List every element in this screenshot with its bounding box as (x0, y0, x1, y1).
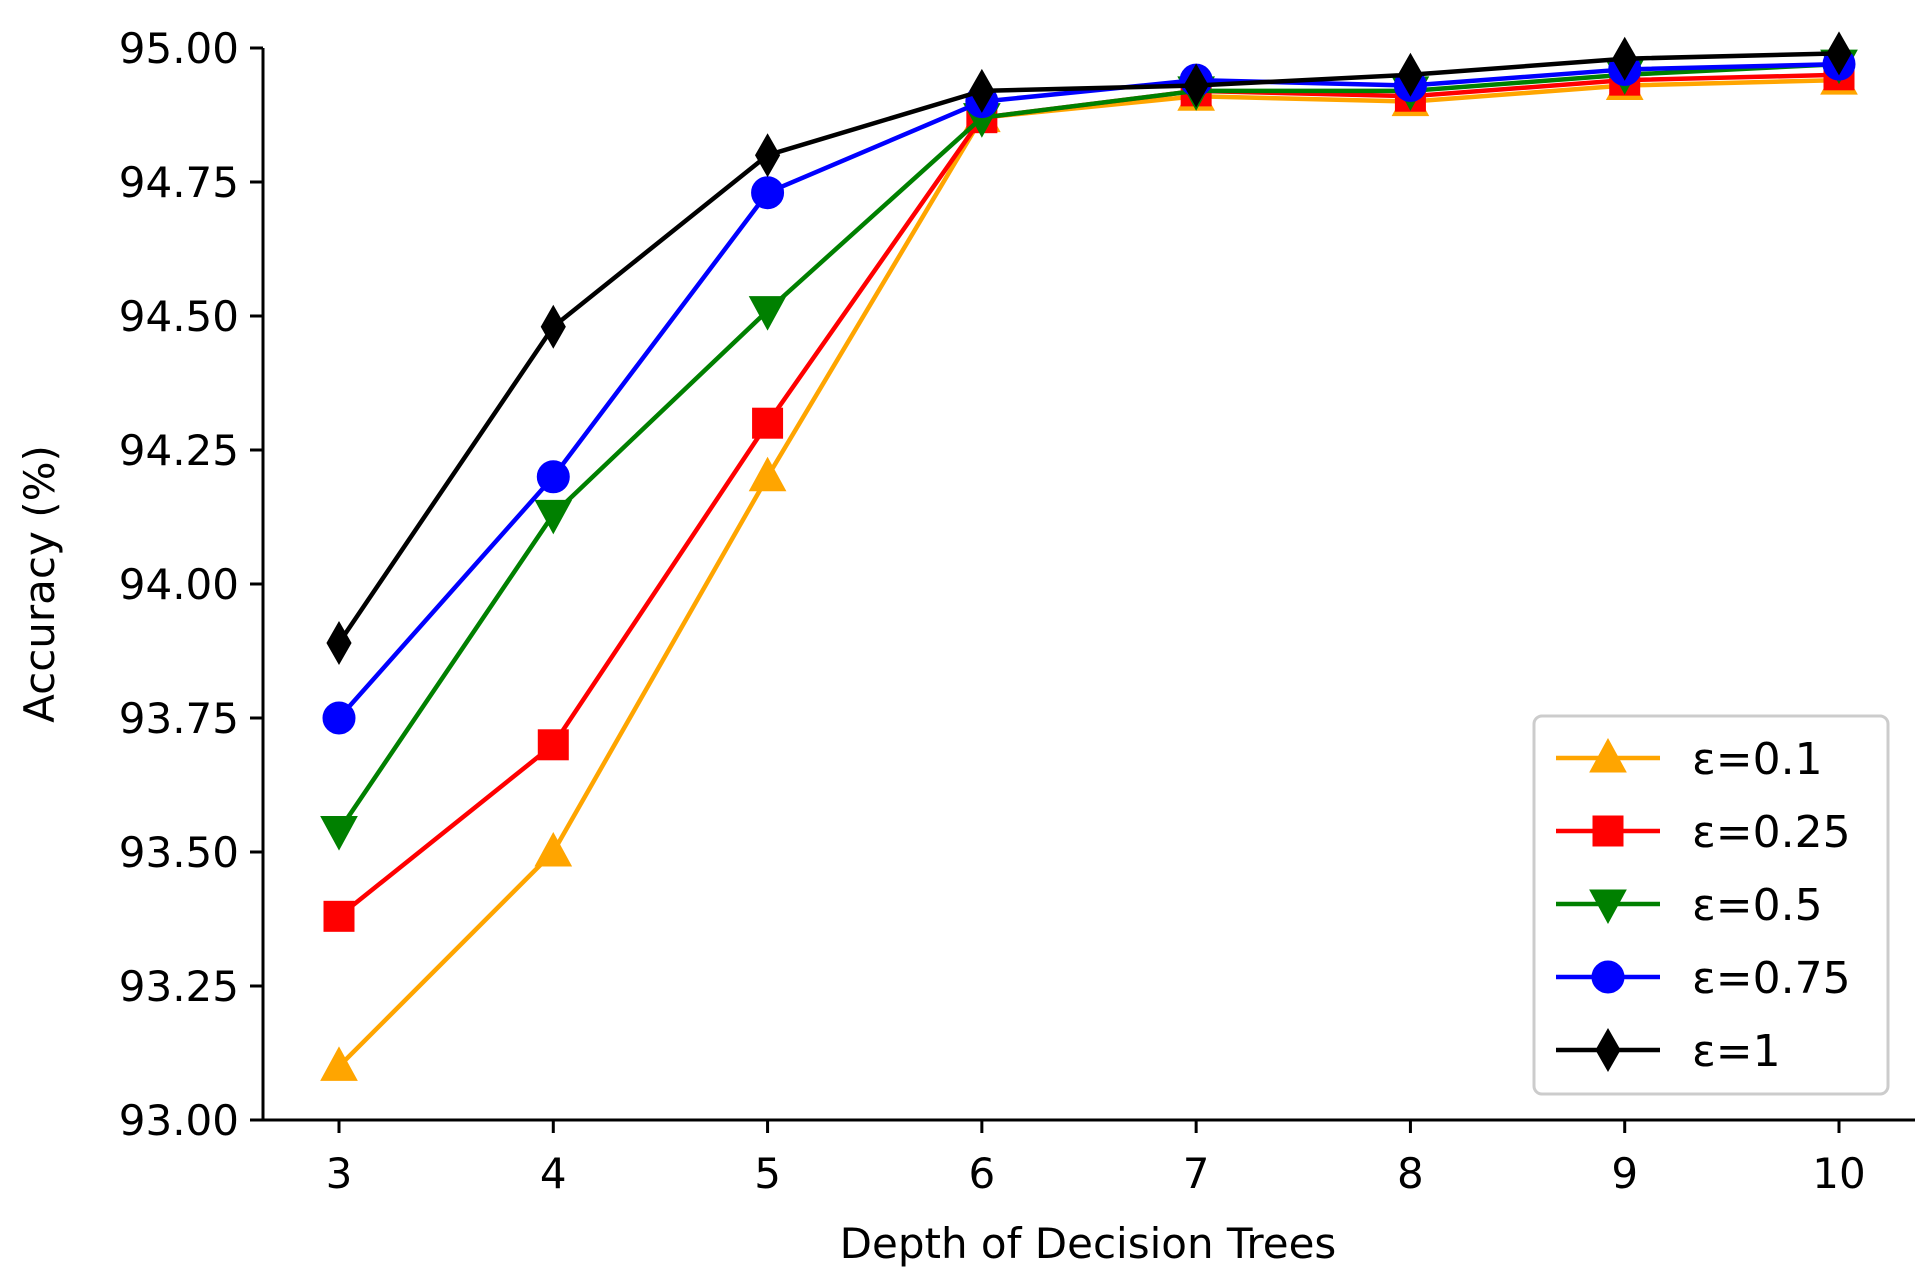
legend-box (1532, 714, 1890, 1096)
data-point (752, 407, 784, 439)
series-circle (322, 47, 1856, 735)
y-ticks: 93.00 93.25 93.50 93.75 94.00 94.25 94.50 94.75… (119, 24, 263, 1145)
data-point (969, 68, 995, 113)
y-tick-label: 94.25 (119, 426, 239, 475)
data-point (534, 499, 573, 535)
series-line (337, 51, 1840, 645)
x-tick-label: 8 (1397, 1149, 1424, 1198)
legend-entry: ε=0.1 (1556, 734, 1823, 785)
series-line (337, 61, 1840, 720)
legend-label: ε=0.25 (1692, 807, 1851, 858)
x-tick-label: 4 (540, 1149, 567, 1198)
data-point (540, 304, 566, 349)
legend-entries: ε=0.1 ε=0.25 ε=0.5 ε=0.75 ε=1 (1556, 734, 1851, 1077)
data-point (1826, 31, 1852, 76)
data-point (323, 900, 355, 932)
y-tick-label: 93.50 (119, 828, 239, 877)
legend-entry: ε=1 (1556, 1026, 1781, 1077)
y-tick-label: 94.00 (119, 560, 239, 609)
x-tick-label: 3 (326, 1149, 353, 1198)
legend-label: ε=0.5 (1692, 880, 1823, 931)
series-layer (320, 31, 1858, 1081)
data-point (1612, 36, 1638, 81)
x-tick-label: 6 (968, 1149, 995, 1198)
legend-entry: ε=0.5 (1556, 880, 1823, 931)
x-ticks: 3 4 5 6 7 8 9 10 (326, 1120, 1866, 1198)
y-tick-label: 93.75 (119, 694, 239, 743)
data-point (754, 133, 781, 178)
data-point (1397, 52, 1424, 97)
x-axis-label: Depth of Decision Trees (840, 1219, 1337, 1268)
x-tick-label: 9 (1611, 1149, 1638, 1198)
legend: ε=0.1 ε=0.25 ε=0.5 ε=0.75 ε=1 (1532, 714, 1890, 1096)
data-point (536, 460, 570, 494)
x-tick-label: 5 (754, 1149, 781, 1198)
y-tick-label: 93.00 (119, 1096, 239, 1145)
data-point (320, 1046, 358, 1081)
y-axis-label: Accuracy (%) (15, 445, 64, 723)
data-point (748, 296, 787, 331)
legend-marker (1589, 737, 1627, 773)
x-tick-label: 10 (1812, 1149, 1865, 1198)
data-point (748, 456, 787, 492)
y-tick-label: 94.75 (119, 158, 239, 207)
data-point (537, 729, 569, 761)
data-point (1183, 63, 1209, 108)
data-point (751, 176, 785, 210)
series-line (337, 77, 1840, 1068)
legend-marker (1589, 889, 1627, 925)
legend-entry: ε=0.75 (1556, 953, 1851, 1004)
legend-marker (1595, 1027, 1621, 1073)
data-point (322, 701, 356, 735)
series-line (337, 61, 1840, 832)
data-point (320, 816, 358, 851)
series-diamond (326, 31, 1852, 665)
y-tick-label: 94.50 (119, 292, 239, 341)
legend-marker (1592, 815, 1624, 847)
legend-label: ε=0.1 (1692, 734, 1823, 785)
data-point (534, 831, 573, 867)
x-tick-label: 7 (1183, 1149, 1210, 1198)
legend-marker (1591, 960, 1625, 994)
data-point (326, 620, 352, 665)
y-tick-label: 95.00 (119, 24, 239, 73)
legend-label: ε=0.75 (1692, 953, 1851, 1004)
legend-entry: ε=0.25 (1556, 807, 1851, 858)
legend-label: ε=1 (1692, 1026, 1781, 1077)
y-tick-label: 93.25 (119, 962, 239, 1011)
